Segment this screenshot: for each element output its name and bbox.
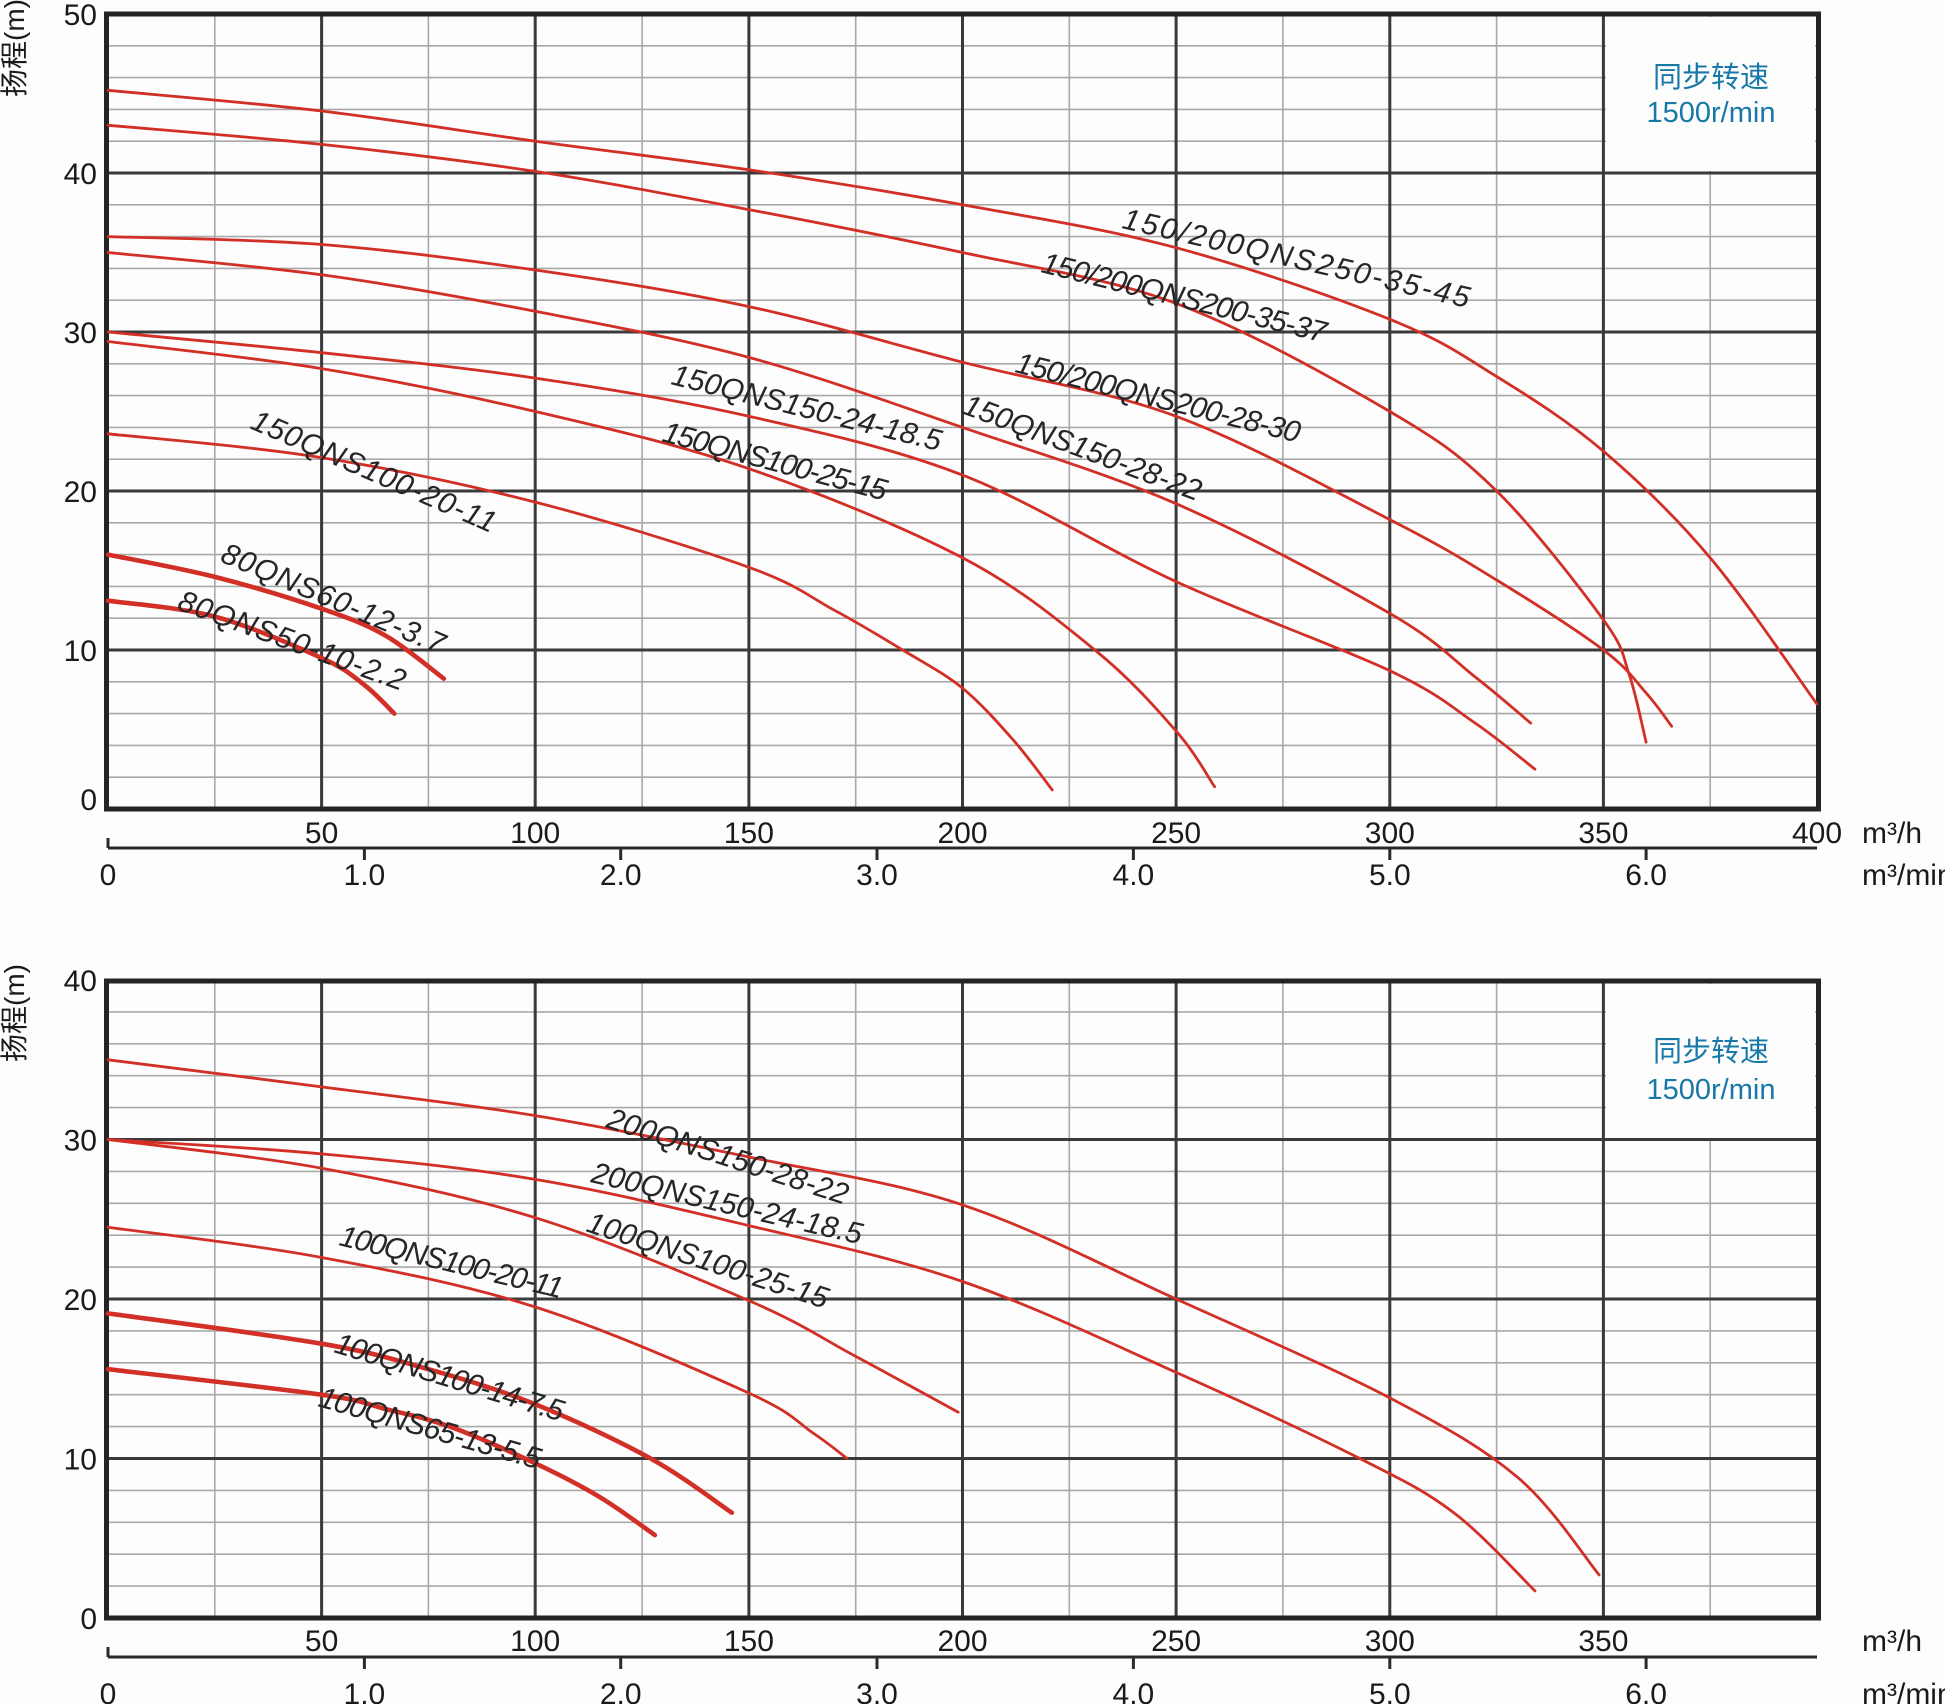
svg-text:200: 200 (937, 1625, 987, 1658)
svg-text:20: 20 (64, 476, 97, 509)
svg-text:30: 30 (64, 317, 97, 350)
svg-text:5.0: 5.0 (1369, 1678, 1411, 1704)
svg-text:m³/min: m³/min (1862, 859, 1945, 892)
svg-text:400: 400 (1792, 817, 1842, 850)
svg-text:10: 10 (64, 635, 97, 668)
svg-text:扬程(m): 扬程(m) (0, 964, 30, 1062)
svg-text:150: 150 (724, 817, 774, 850)
svg-text:6.0: 6.0 (1625, 859, 1667, 892)
svg-text:300: 300 (1365, 1625, 1415, 1658)
svg-text:2.0: 2.0 (600, 859, 642, 892)
svg-text:同步转速: 同步转速 (1653, 61, 1769, 94)
svg-text:50: 50 (305, 817, 338, 850)
svg-text:4.0: 4.0 (1113, 1678, 1155, 1704)
svg-text:10: 10 (64, 1444, 97, 1477)
svg-text:200: 200 (937, 817, 987, 850)
svg-text:1.0: 1.0 (344, 1678, 386, 1704)
svg-text:m³/h: m³/h (1862, 1625, 1922, 1658)
svg-text:1.0: 1.0 (344, 859, 386, 892)
svg-text:扬程(m): 扬程(m) (0, 0, 30, 97)
svg-text:3.0: 3.0 (856, 859, 898, 892)
svg-text:350: 350 (1578, 817, 1628, 850)
svg-text:350: 350 (1578, 1625, 1628, 1658)
svg-text:5.0: 5.0 (1369, 859, 1411, 892)
svg-text:m³/min: m³/min (1862, 1678, 1945, 1704)
svg-text:250: 250 (1151, 817, 1201, 850)
svg-text:同步转速: 同步转速 (1653, 1035, 1769, 1068)
svg-text:20: 20 (64, 1284, 97, 1317)
svg-text:3.0: 3.0 (856, 1678, 898, 1704)
svg-text:0: 0 (100, 859, 117, 892)
svg-text:6.0: 6.0 (1625, 1678, 1667, 1704)
svg-text:30: 30 (64, 1125, 97, 1158)
svg-text:150: 150 (724, 1625, 774, 1658)
svg-text:100: 100 (510, 1625, 560, 1658)
svg-text:100: 100 (510, 817, 560, 850)
svg-text:300: 300 (1365, 817, 1415, 850)
svg-text:40: 40 (64, 158, 97, 191)
svg-text:0: 0 (80, 1603, 97, 1636)
svg-text:50: 50 (64, 0, 97, 32)
svg-text:2.0: 2.0 (600, 1678, 642, 1704)
svg-text:50: 50 (305, 1625, 338, 1658)
svg-text:4.0: 4.0 (1113, 859, 1155, 892)
svg-text:0: 0 (100, 1678, 117, 1704)
svg-text:250: 250 (1151, 1625, 1201, 1658)
svg-text:1500r/min: 1500r/min (1647, 1074, 1776, 1106)
svg-text:1500r/min: 1500r/min (1647, 97, 1776, 129)
svg-text:40: 40 (64, 965, 97, 998)
svg-text:0: 0 (80, 784, 97, 817)
svg-text:m³/h: m³/h (1862, 817, 1922, 850)
